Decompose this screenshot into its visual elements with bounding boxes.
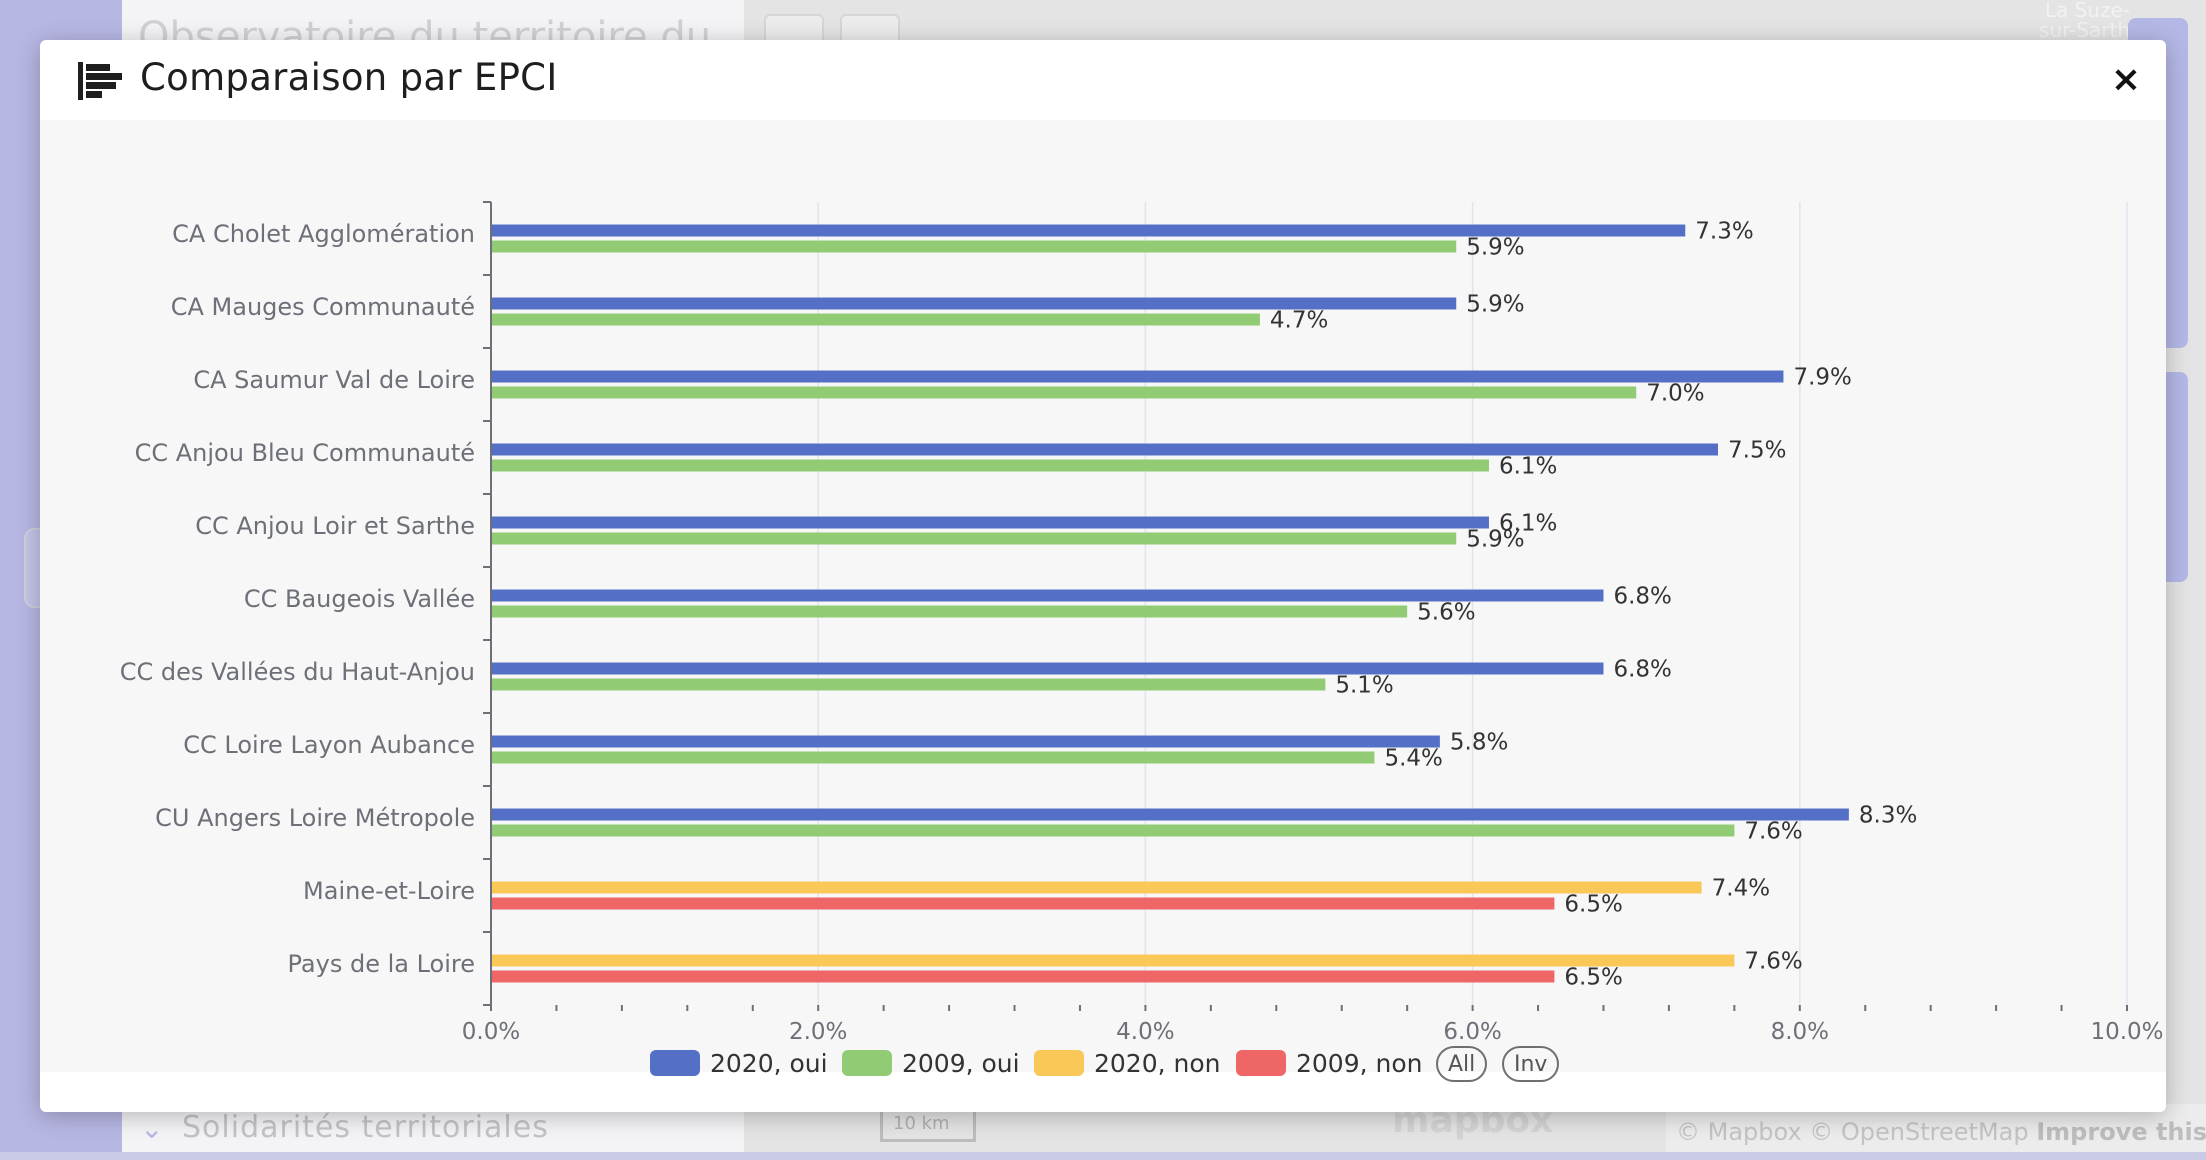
x-tick-label: 2.0% bbox=[789, 1019, 847, 1040]
legend-invert-button[interactable]: Inv bbox=[1502, 1046, 1560, 1082]
bar-value-label: 6.8% bbox=[1613, 657, 1671, 683]
bar-value-label: 5.8% bbox=[1450, 730, 1508, 756]
legend-item-2009-oui[interactable]: 2009, oui bbox=[842, 1044, 1020, 1084]
legend-item-2020-non[interactable]: 2020, non bbox=[1034, 1044, 1221, 1084]
close-button[interactable]: × bbox=[2110, 59, 2142, 100]
category-label: Pays de la Loire bbox=[288, 950, 475, 978]
attribution-text: © Mapbox © OpenStreetMap bbox=[1676, 1118, 2029, 1146]
category-label: CA Mauges Communauté bbox=[171, 293, 475, 321]
category-label: CC des Vallées du Haut-Anjou bbox=[120, 658, 475, 686]
bar-value-label: 6.8% bbox=[1613, 584, 1671, 610]
bar-value-label: 6.5% bbox=[1564, 965, 1622, 991]
map-attribution: © Mapbox © OpenStreetMap Improve this ma… bbox=[1666, 1104, 2206, 1152]
x-tick-label: 0.0% bbox=[462, 1019, 520, 1040]
category-label: CU Angers Loire Métropole bbox=[155, 804, 475, 832]
bar-2020-oui[interactable] bbox=[492, 224, 1686, 237]
bar-2020-oui[interactable] bbox=[492, 735, 1440, 748]
bar-2009-oui[interactable] bbox=[492, 386, 1637, 399]
legend-item-2009-non[interactable]: 2009, non bbox=[1236, 1044, 1423, 1084]
legend-swatch-2020-oui bbox=[650, 1050, 700, 1076]
category-label: CA Saumur Val de Loire bbox=[193, 366, 475, 394]
x-tick-label: 6.0% bbox=[1443, 1019, 1501, 1040]
bar-value-label: 5.9% bbox=[1466, 235, 1524, 261]
bar-value-label: 7.4% bbox=[1712, 876, 1770, 902]
comparison-modal: Comparaison par EPCI × 0.0% 2.0% 4.0% 6.0% 8… bbox=[40, 40, 2166, 1112]
bar-2009-non[interactable] bbox=[492, 970, 1555, 983]
bar-2009-oui[interactable] bbox=[492, 678, 1326, 691]
x-tick-label: 4.0% bbox=[1116, 1019, 1174, 1040]
modal-body: 0.0% 2.0% 4.0% 6.0% 8.0% 10.0% CA Cholet Agglo… bbox=[40, 120, 2166, 1082]
bar-value-label: 6.1% bbox=[1499, 454, 1557, 480]
x-tick-label: 10.0% bbox=[2090, 1019, 2163, 1040]
bar-2020-oui[interactable] bbox=[492, 808, 1849, 821]
bar-2009-oui[interactable] bbox=[492, 313, 1260, 326]
bar-value-label: 5.6% bbox=[1417, 600, 1475, 626]
bar-2009-non[interactable] bbox=[492, 897, 1555, 910]
chevron-down-icon[interactable]: ⌄ bbox=[140, 1112, 164, 1145]
legend-label-2020-non: 2020, non bbox=[1094, 1049, 1221, 1078]
bar-value-label: 7.6% bbox=[1744, 819, 1802, 845]
legend-swatch-2009-non bbox=[1236, 1050, 1286, 1076]
bar-2020-oui[interactable] bbox=[492, 370, 1784, 383]
bar-2009-oui[interactable] bbox=[492, 824, 1735, 837]
bar-value-label: 7.0% bbox=[1646, 381, 1704, 407]
bar-chart[interactable]: 0.0% 2.0% 4.0% 6.0% 8.0% 10.0% CA Cholet Agglo… bbox=[40, 120, 2166, 1040]
bar-value-label: 7.6% bbox=[1744, 949, 1802, 975]
bar-value-label: 7.3% bbox=[1695, 219, 1753, 245]
category-label: CA Cholet Agglomération bbox=[172, 220, 475, 248]
modal-title: Comparaison par EPCI bbox=[140, 56, 558, 99]
category-label: CC Baugeois Vallée bbox=[244, 585, 475, 613]
bar-2020-oui[interactable] bbox=[492, 662, 1604, 675]
chart-legend: 2020, oui 2009, oui 2020, non 2009, non … bbox=[40, 1044, 2166, 1084]
bar-2020-oui[interactable] bbox=[492, 443, 1718, 456]
bar-value-label: 6.1% bbox=[1499, 511, 1557, 537]
bar-value-label: 5.9% bbox=[1466, 527, 1524, 553]
legend-swatch-2020-non bbox=[1034, 1050, 1084, 1076]
modal-header: Comparaison par EPCI × bbox=[40, 40, 2166, 120]
category-label: CC Loire Layon Aubance bbox=[183, 731, 475, 759]
legend-label-2020-oui: 2020, oui bbox=[710, 1049, 828, 1078]
category-label: CC Anjou Bleu Communauté bbox=[135, 439, 475, 467]
bar-chart-icon bbox=[78, 62, 122, 100]
bar-value-label: 7.5% bbox=[1728, 438, 1786, 464]
bar-2020-oui[interactable] bbox=[492, 516, 1489, 529]
bar-2020-non[interactable] bbox=[492, 881, 1702, 894]
bar-value-label: 8.3% bbox=[1859, 803, 1917, 829]
bar-value-label: 5.4% bbox=[1384, 746, 1442, 772]
bar-value-label: 7.9% bbox=[1793, 365, 1851, 391]
x-tick-label: 8.0% bbox=[1771, 1019, 1829, 1040]
bar-2020-non[interactable] bbox=[492, 954, 1735, 967]
bar-value-label: 5.1% bbox=[1335, 673, 1393, 699]
legend-label-2009-non: 2009, non bbox=[1296, 1049, 1423, 1078]
bar-2020-oui[interactable] bbox=[492, 589, 1604, 602]
bar-2009-oui[interactable] bbox=[492, 751, 1375, 764]
legend-label-2009-oui: 2009, oui bbox=[902, 1049, 1020, 1078]
legend-swatch-2009-oui bbox=[842, 1050, 892, 1076]
bar-2009-oui[interactable] bbox=[492, 459, 1489, 472]
bar-2009-oui[interactable] bbox=[492, 605, 1408, 618]
category-label: CC Anjou Loir et Sarthe bbox=[195, 512, 475, 540]
improve-map-link[interactable]: Improve this map bbox=[2036, 1118, 2206, 1146]
section-title-solidarites[interactable]: Solidarités territoriales bbox=[182, 1110, 549, 1145]
bar-value-label: 4.7% bbox=[1270, 308, 1328, 334]
map-town-label: La Suze-sur-Sarth bbox=[2039, 0, 2130, 42]
legend-item-2020-oui[interactable]: 2020, oui bbox=[650, 1044, 828, 1084]
legend-all-button[interactable]: All bbox=[1436, 1046, 1488, 1082]
bar-2020-oui[interactable] bbox=[492, 297, 1457, 310]
map-scale-bar: 10 km bbox=[880, 1110, 976, 1142]
bar-2009-oui[interactable] bbox=[492, 532, 1457, 545]
bar-2009-oui[interactable] bbox=[492, 240, 1457, 253]
category-label: Maine-et-Loire bbox=[303, 877, 475, 905]
bar-value-label: 5.9% bbox=[1466, 292, 1524, 318]
bar-value-label: 6.5% bbox=[1564, 892, 1622, 918]
